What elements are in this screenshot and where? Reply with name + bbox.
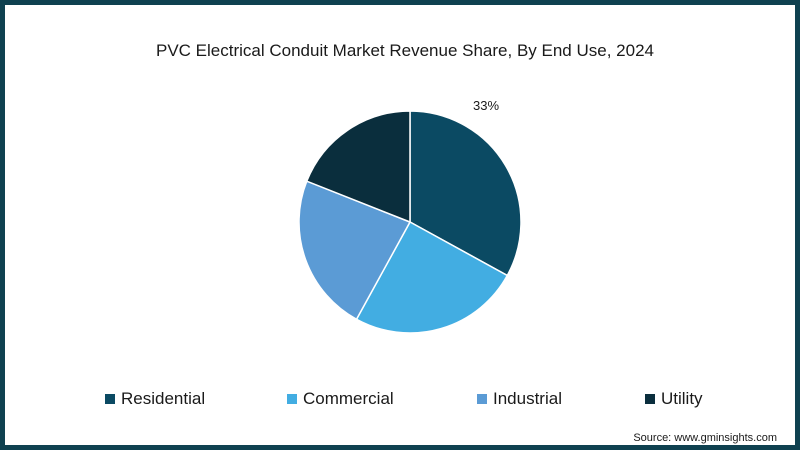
legend-label-utility: Utility [661, 389, 703, 408]
data-label-residential: 33% [473, 98, 499, 113]
legend-item-utility: Utility [645, 389, 703, 409]
legend-item-commercial: Commercial [287, 389, 394, 409]
legend-swatch-industrial [477, 394, 487, 404]
legend-label-residential: Residential [121, 389, 206, 408]
pie-slice-utility [305, 110, 411, 224]
chart-legend: Residential Commercial Industrial Utilit… [5, 389, 800, 411]
legend-swatch-residential [105, 394, 115, 404]
pie-slice-residential [409, 110, 522, 277]
legend-item-residential: Residential [105, 389, 205, 409]
chart-title: PVC Electrical Conduit Market Revenue Sh… [156, 41, 654, 60]
source-note: Source: www.gminsights.com [633, 432, 777, 444]
legend-swatch-commercial [287, 394, 297, 404]
legend-swatch-utility [645, 394, 655, 404]
legend-label-industrial: Industrial [493, 389, 562, 408]
legend-label-commercial: Commercial [303, 389, 394, 408]
pie-chart: 33% [298, 98, 522, 334]
pie-slice-industrial [298, 180, 412, 321]
legend-item-industrial: Industrial [477, 389, 562, 409]
pie-slice-commercial [355, 220, 509, 334]
